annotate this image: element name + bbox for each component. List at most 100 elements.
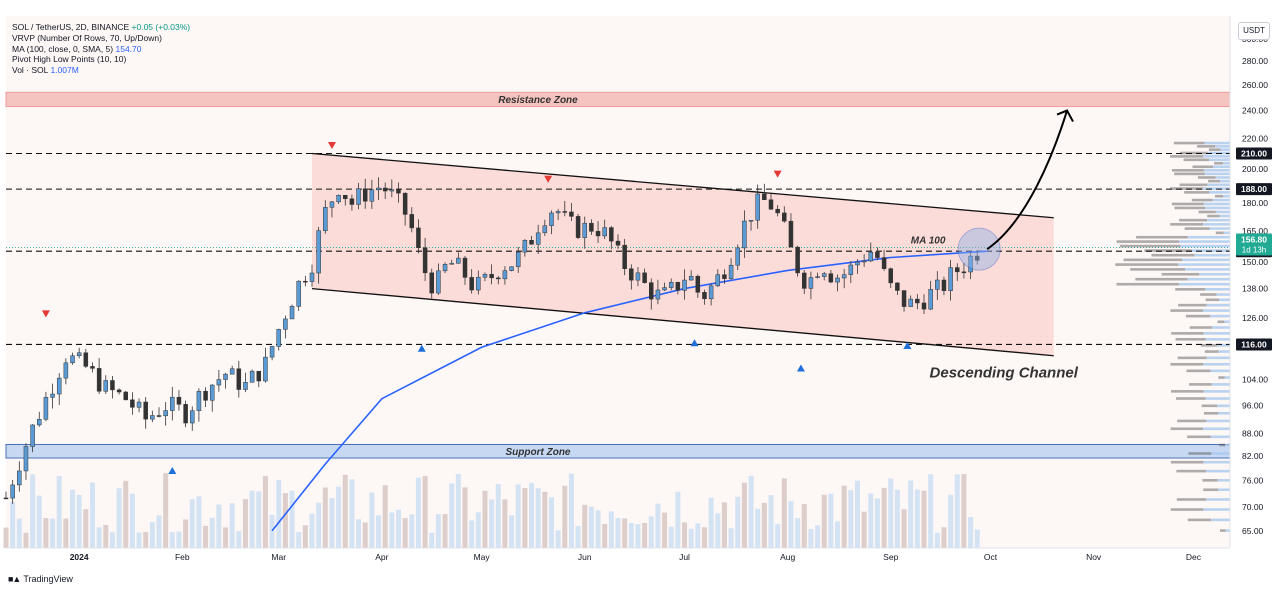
candle-body[interactable] — [496, 277, 501, 280]
currency-selector[interactable]: USDT — [1238, 22, 1270, 40]
candle-body[interactable] — [209, 384, 215, 401]
tradingview-logo[interactable]: ■▲ TradingView — [8, 574, 73, 584]
pivot-high-marker[interactable] — [41, 310, 50, 318]
candle-body[interactable] — [848, 264, 854, 275]
candle-body[interactable] — [223, 373, 228, 380]
candle-body[interactable] — [742, 220, 747, 249]
candle-body[interactable] — [688, 276, 694, 281]
candle-body[interactable] — [63, 362, 69, 379]
candle-body[interactable] — [150, 415, 155, 420]
candle-body[interactable] — [928, 289, 933, 310]
candle-body[interactable] — [515, 251, 521, 267]
candle-body[interactable] — [974, 255, 980, 261]
candle-body[interactable] — [569, 211, 574, 217]
candle-body[interactable] — [748, 219, 754, 222]
candle-body[interactable] — [256, 370, 262, 382]
candle-body[interactable] — [622, 244, 627, 269]
candle-body[interactable] — [602, 227, 607, 237]
candle-body[interactable] — [895, 282, 900, 291]
pivot-low-marker[interactable] — [796, 364, 805, 372]
zone-1-band[interactable] — [5, 443, 1231, 459]
candle-body[interactable] — [203, 390, 208, 401]
candle-body[interactable] — [828, 273, 834, 283]
projection-arrow-line[interactable] — [986, 110, 1068, 250]
candle-body[interactable] — [861, 260, 867, 263]
pivot-low-marker[interactable] — [168, 466, 177, 474]
candle-body[interactable] — [476, 276, 481, 291]
candle-body[interactable] — [296, 280, 301, 307]
candle-body[interactable] — [416, 227, 421, 248]
candle-body[interactable] — [163, 410, 168, 417]
candle-body[interactable] — [216, 379, 222, 386]
candle-body[interactable] — [948, 267, 953, 291]
candle-body[interactable] — [143, 401, 148, 420]
candle-body[interactable] — [589, 222, 594, 232]
candle-body[interactable] — [509, 266, 514, 271]
pivot-low-marker[interactable] — [903, 341, 912, 349]
candle-body[interactable] — [915, 298, 920, 304]
legend-ma-row[interactable]: MA (100, close, 0, SMA, 5) 154.70 — [12, 44, 190, 55]
candle-body[interactable] — [529, 240, 534, 245]
candle-body[interactable] — [229, 368, 235, 375]
level-price-tag-3[interactable] — [1236, 338, 1272, 351]
candle-body[interactable] — [775, 208, 780, 214]
candle-body[interactable] — [362, 188, 368, 202]
candle-body[interactable] — [502, 270, 508, 280]
candle-body[interactable] — [941, 279, 947, 291]
candle-body[interactable] — [522, 240, 528, 253]
candle-body[interactable] — [170, 396, 175, 411]
candle-body[interactable] — [768, 199, 774, 210]
candle-body[interactable] — [542, 225, 548, 234]
candle-body[interactable] — [675, 282, 681, 291]
candle-body[interactable] — [349, 198, 355, 205]
candle-body[interactable] — [76, 352, 82, 357]
candle-body[interactable] — [422, 247, 428, 274]
candle-body[interactable] — [343, 194, 348, 199]
candle-body[interactable] — [37, 419, 42, 426]
candle-body[interactable] — [3, 497, 9, 500]
candle-body[interactable] — [17, 470, 22, 486]
candle-body[interactable] — [276, 329, 281, 347]
zone-0-band[interactable] — [5, 91, 1231, 108]
pivot-high-marker[interactable] — [773, 170, 782, 178]
candle-body[interactable] — [682, 279, 687, 291]
candle-body[interactable] — [396, 189, 401, 194]
candle-body[interactable] — [449, 263, 454, 265]
candle-body[interactable] — [43, 397, 49, 420]
candle-body[interactable] — [695, 276, 701, 293]
candle-body[interactable] — [855, 261, 860, 266]
legend-vol-row[interactable]: Vol · SOL 1.007M — [12, 65, 190, 76]
candle-body[interactable] — [901, 290, 907, 307]
candle-body[interactable] — [316, 230, 321, 274]
candle-body[interactable] — [90, 366, 95, 369]
pivot-low-marker[interactable] — [417, 344, 426, 352]
candle-body[interactable] — [409, 214, 415, 229]
candle-body[interactable] — [303, 280, 308, 283]
candle-body[interactable] — [715, 274, 721, 287]
candle-body[interactable] — [908, 298, 913, 307]
candle-body[interactable] — [83, 352, 89, 367]
pivot-high-marker[interactable] — [544, 175, 553, 183]
legend-vrvp[interactable]: VRVP (Number Of Rows, 70, Up/Down) — [12, 32, 162, 43]
candle-body[interactable] — [841, 274, 847, 279]
candle-body[interactable] — [469, 277, 474, 291]
candle-body[interactable] — [436, 270, 441, 294]
candle-body[interactable] — [881, 257, 887, 269]
current-price-tag[interactable] — [1236, 233, 1272, 256]
candle-body[interactable] — [609, 227, 614, 242]
candle-body[interactable] — [116, 389, 122, 393]
candle-body[interactable] — [835, 277, 840, 283]
candle-body[interactable] — [356, 188, 361, 205]
candle-body[interactable] — [50, 393, 55, 398]
candle-body[interactable] — [489, 274, 494, 279]
pivot-high-marker[interactable] — [327, 141, 336, 149]
candle-body[interactable] — [875, 251, 880, 258]
candle-body[interactable] — [702, 292, 707, 300]
pivot-low-marker[interactable] — [690, 339, 699, 347]
candle-body[interactable] — [442, 264, 448, 272]
candle-body[interactable] — [176, 396, 182, 405]
candle-body[interactable] — [815, 276, 820, 278]
candle-body[interactable] — [190, 410, 195, 424]
candle-body[interactable] — [123, 391, 128, 401]
candle-body[interactable] — [329, 201, 335, 208]
